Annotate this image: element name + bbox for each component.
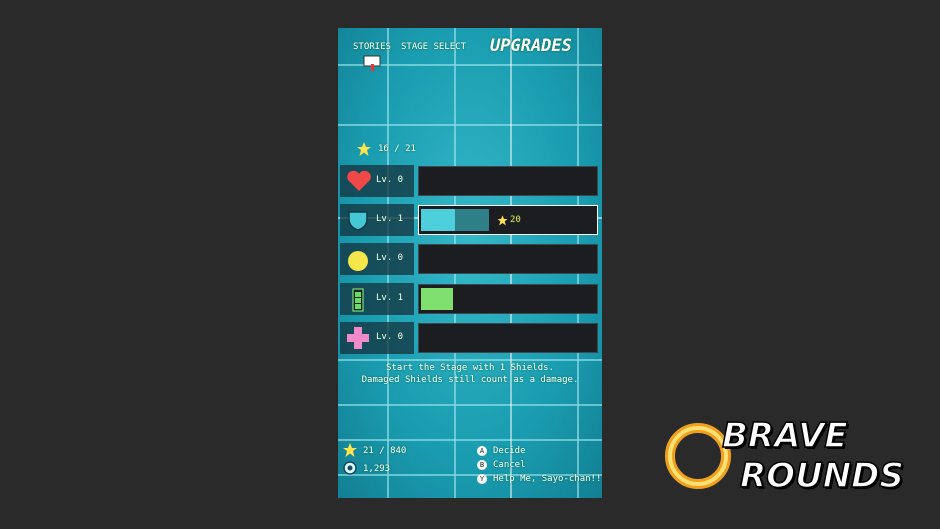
shield-icon xyxy=(348,211,368,231)
total-stars: 21 / 840 xyxy=(363,446,407,456)
battery-icon xyxy=(352,288,364,312)
next-level-fill xyxy=(455,209,489,231)
button-icon: B xyxy=(477,460,487,470)
upgrade-row[interactable]: Lv. 0 xyxy=(340,322,600,354)
logo-text: BRAVE xyxy=(721,415,848,457)
level: Lv. 0 xyxy=(376,332,404,342)
star-progress: 16 / 21 xyxy=(378,144,416,154)
level-bar: 20 xyxy=(418,205,598,235)
description: Start the Stage with 1 Shields. xyxy=(386,363,554,373)
upgrade-row-selected[interactable]: Lv. 1 20 xyxy=(340,204,600,236)
cursor-icon xyxy=(363,55,381,71)
level: Lv. 0 xyxy=(376,253,404,263)
fire-ring xyxy=(665,423,731,489)
level-bar xyxy=(418,244,598,274)
tab[interactable]: STORIES xyxy=(353,42,391,52)
heart-icon xyxy=(347,170,371,191)
star-icon xyxy=(497,215,508,226)
button-icon: Y xyxy=(477,474,487,484)
coins: 1,293 xyxy=(363,464,391,474)
cost: 20 xyxy=(510,215,521,225)
upgrade-row[interactable]: Lv. 1 xyxy=(340,283,600,315)
coin-icon xyxy=(343,461,357,475)
level-fill xyxy=(421,288,453,310)
control-label[interactable]: Help Me, Sayo-chan!!! xyxy=(493,474,602,484)
button-icon: A xyxy=(477,446,487,456)
description: Damaged Shields still count as a damage. xyxy=(361,375,579,385)
star-icon xyxy=(343,443,357,457)
level-bar xyxy=(418,323,598,353)
level-bar xyxy=(418,166,598,196)
logo-text: ROUNDS xyxy=(739,455,904,497)
upgrade-row[interactable]: Lv. 0 xyxy=(340,165,600,197)
control-label[interactable]: Cancel xyxy=(493,460,526,470)
level-fill xyxy=(421,209,455,231)
star-icon xyxy=(357,142,371,156)
upgrade-panel: STORIES STAGE SELECT UPGRADES 16 / 21 Lv… xyxy=(338,28,602,498)
level-bar xyxy=(418,284,598,314)
upgrade-row[interactable]: Lv. 0 xyxy=(340,243,600,275)
bomb-icon xyxy=(348,247,368,271)
tab[interactable]: STAGE SELECT xyxy=(401,42,467,52)
tab-active[interactable]: UPGRADES xyxy=(490,36,572,56)
row-label xyxy=(340,283,414,315)
level: Lv. 1 xyxy=(376,293,404,303)
control-label[interactable]: Decide xyxy=(493,446,526,456)
plus-icon xyxy=(347,327,369,349)
level: Lv. 0 xyxy=(376,175,404,185)
level: Lv. 1 xyxy=(376,214,404,224)
